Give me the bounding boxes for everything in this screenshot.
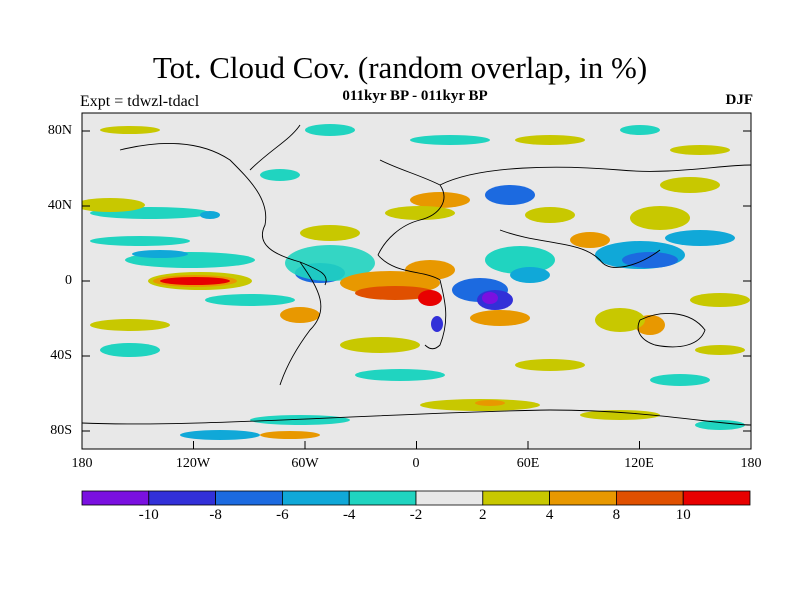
lon-label-120w: 120W (175, 456, 211, 471)
colorbar-swatch (549, 490, 617, 506)
anomaly-field (82, 124, 750, 440)
lon-label-180w: 180 (71, 456, 93, 471)
colorbar-label: -10 (138, 507, 159, 523)
colorbar-label: 10 (675, 507, 691, 523)
lat-label-80n: 80N (47, 123, 72, 138)
lon-label-180e: 180 (740, 456, 762, 471)
map-title: Tot. Cloud Cov. (random overlap, in %) (152, 50, 648, 85)
colorbar-label: -6 (276, 507, 289, 523)
colorbar-label: -4 (342, 507, 356, 523)
lon-label-60e: 60E (516, 456, 540, 471)
lat-ticks (82, 130, 751, 432)
lat-label-0: 0 (65, 273, 72, 288)
colorbar-swatch (281, 490, 350, 506)
lon-ticks (81, 441, 752, 449)
colorbar-swatch (148, 490, 217, 506)
lon-label-60w: 60W (291, 456, 319, 471)
colorbar-swatch (682, 490, 751, 506)
lat-label-40s: 40S (50, 348, 72, 363)
lat-label-40n: 40N (47, 198, 72, 213)
colorbar-label: 4 (545, 507, 554, 523)
colorbar-label: -8 (209, 507, 222, 523)
colorbar-label: -2 (409, 507, 423, 523)
lat-label-80s: 80S (50, 423, 72, 438)
lon-label-120e: 120E (624, 456, 654, 471)
colorbar-swatch (215, 490, 283, 506)
colorbar-label: 8 (612, 507, 621, 523)
lon-label-0: 0 (412, 456, 420, 471)
season-label: DJF (725, 92, 754, 108)
colorbar-label: 2 (479, 507, 487, 523)
coastlines (82, 124, 751, 426)
colorbar-swatch (348, 490, 417, 506)
map-subtitle: 011kyr BP - 011kyr BP (342, 88, 488, 104)
colorbar-swatch (616, 490, 684, 506)
colorbar (81, 490, 751, 506)
experiment-label: Expt = tdwzl-tdacl (80, 93, 200, 110)
colorbar-swatch (415, 490, 484, 506)
colorbar-swatch (482, 490, 550, 506)
colorbar-swatch (81, 490, 150, 506)
